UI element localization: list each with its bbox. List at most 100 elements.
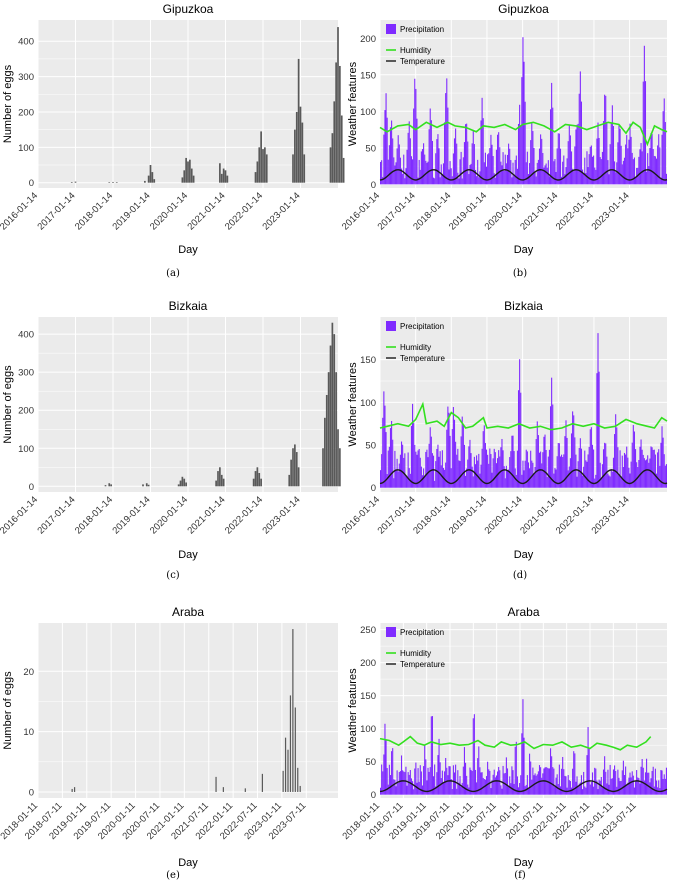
chart-f-precip-bar <box>593 786 595 795</box>
chart-b-precip-bar <box>659 147 661 185</box>
chart-d-precip-bar <box>621 455 623 488</box>
chart-a-bar <box>299 106 302 183</box>
chart-b-precip-bar <box>435 153 437 185</box>
chart-f-xlabel: Day <box>514 857 534 869</box>
chart-d-precip-bar <box>653 449 655 488</box>
chart-f-precip-bar <box>499 770 501 795</box>
chart-d-precip-bar <box>599 462 601 488</box>
chart-svg-b: 2016-01-142017-01-142018-01-142019-01-14… <box>340 2 668 256</box>
chart-f-precip-bar <box>628 777 630 795</box>
chart-d-precip-bar <box>627 457 629 488</box>
chart-d-precip-bar <box>457 448 459 488</box>
chart-d-precip-bar <box>544 434 546 488</box>
chart-f-precip-bar <box>424 745 426 795</box>
chart-d-precip-bar <box>530 450 532 488</box>
chart-b-precip-bar <box>626 135 628 185</box>
chart-b-precip-bar <box>627 148 629 185</box>
chart-f-precip-bar <box>652 766 654 795</box>
chart-a-bar <box>112 181 114 183</box>
chart-c-bar <box>219 467 221 487</box>
chart-f-precip-bar <box>558 764 560 795</box>
chart-b-precip-bar <box>386 117 388 185</box>
chart-d-precip-bar <box>619 450 621 488</box>
chart-b-legend-precip-label: Precipitation <box>400 25 444 34</box>
chart-d-precip-bar <box>590 427 592 488</box>
chart-b-precip-bar <box>416 118 418 185</box>
chart-f-precip-bar <box>663 774 665 795</box>
chart-a-xtick-label: 2018-01-14 <box>73 190 115 232</box>
chart-b-precip-bar <box>434 178 436 185</box>
chart-f-precip-bar <box>647 772 649 795</box>
chart-b-precip-bar <box>531 123 533 185</box>
chart-f-precip-bar <box>512 770 514 795</box>
chart-f-precip-bar <box>387 784 389 795</box>
chart-svg-f: 2018-01-112018-07-112019-01-112019-07-11… <box>340 605 668 869</box>
chart-f-precip-bar <box>543 768 545 795</box>
chart-b-precip-bar <box>544 165 546 185</box>
chart-e-bar <box>289 695 292 792</box>
chart-b-precip-bar <box>545 163 547 185</box>
chart-b-precip-bar <box>464 124 467 185</box>
chart-b-precip-bar <box>605 95 607 185</box>
chart-f-precip-bar <box>505 757 507 795</box>
chart-b-precip-bar <box>540 134 542 185</box>
chart-f-precip-bar <box>598 779 600 795</box>
chart-b-precip-bar <box>413 108 415 185</box>
chart-f-precip-bar <box>580 775 582 795</box>
chart-b-precip-bar <box>521 77 523 185</box>
chart-c-xtick-label: 2018-01-14 <box>73 494 115 536</box>
chart-b-precip-bar <box>394 165 396 185</box>
chart-f-precip-bar <box>611 778 613 795</box>
chart-b-precip-bar <box>557 133 559 185</box>
chart-d-precip-bar <box>531 460 533 488</box>
chart-f-precip-bar <box>501 788 503 795</box>
chart-b-precip-bar <box>400 168 403 185</box>
chart-b-ytick-label: 0 <box>371 180 376 191</box>
chart-f-precip-bar <box>474 769 477 795</box>
chart-c-bar <box>294 444 296 487</box>
chart-d-precip-bar <box>425 451 427 488</box>
chart-b-precip-bar <box>419 169 421 185</box>
chart-b-precip-bar <box>555 171 557 185</box>
chart-d-precip-bar <box>416 454 418 488</box>
chart-d-precip-bar <box>511 435 513 488</box>
chart-f-precip-bar <box>569 781 571 795</box>
chart-d-humidity-line <box>379 401 668 431</box>
chart-b-precip-bar <box>566 158 568 185</box>
chart-b-precip-bar <box>532 131 534 185</box>
chart-b-precip-bar <box>472 129 474 185</box>
chart-b-precip-bar <box>449 161 451 185</box>
chart-a-bar <box>295 111 298 183</box>
chart-b-ytick-label: 150 <box>360 70 376 81</box>
chart-d-precip-bar <box>630 461 632 488</box>
chart-c-bar <box>181 476 184 487</box>
chart-a-bar <box>265 154 268 183</box>
chart-c-bar <box>220 474 223 487</box>
chart-d-precip-bar <box>429 427 431 488</box>
chart-b-humidity-line <box>379 121 668 147</box>
chart-b-precip-bar <box>607 160 609 185</box>
chart-e-bar <box>261 773 263 792</box>
chart-d-precip-bar <box>497 458 499 488</box>
chart-d-legend: Precipitation Humidity Temperature <box>386 321 445 363</box>
chart-e-bar <box>287 749 289 792</box>
chart-b-precip-bar <box>408 121 410 185</box>
chart-d-precip-bar <box>492 458 494 488</box>
chart-d-precip-bar <box>615 414 617 488</box>
chart-b-precip-bar <box>606 122 608 185</box>
chart-d-precip-bar <box>589 429 591 488</box>
chart-d-precip-bar <box>520 392 522 488</box>
chart-d-precip-bar <box>414 444 416 488</box>
chart-a-bar <box>222 168 225 183</box>
chart-d-precip-bar <box>660 442 662 488</box>
chart-e-ytick-label: 20 <box>23 667 34 678</box>
chart-d-precip-bar <box>472 476 474 488</box>
chart-f-precip-bar <box>403 771 405 795</box>
chart-a-ytick-label: 100 <box>18 143 34 154</box>
chart-d-precip-bar <box>586 461 588 488</box>
chart-a-bar <box>256 161 259 183</box>
chart-d-precip-bar <box>545 450 547 488</box>
chart-f-precip-bar <box>565 776 567 795</box>
chart-d-precip-bar <box>646 459 648 488</box>
chart-f-precip-bar <box>557 784 559 795</box>
